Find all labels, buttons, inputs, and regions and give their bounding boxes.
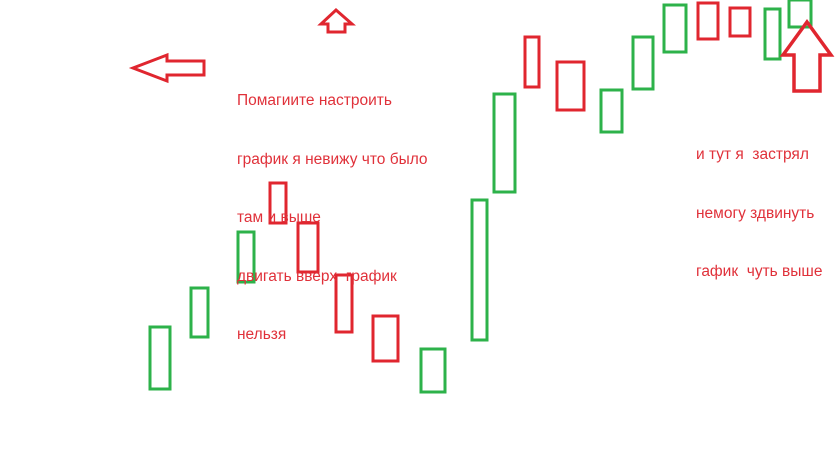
bearish-candle: [268, 181, 288, 225]
main-note-line: график я невижу что было: [237, 150, 428, 168]
bullish-candle: [787, 0, 813, 29]
main-note-line: двигать вверх график: [237, 267, 397, 285]
bullish-candle: [470, 198, 489, 342]
arrow-up-large-icon: [779, 19, 835, 93]
right-note-line: гафик чуть выше: [696, 263, 823, 280]
arrow-up-icon: [317, 7, 356, 34]
bearish-candle: [523, 35, 541, 89]
right-annotation: и тут я застрял немогу здвинуть гафик чу…: [696, 106, 822, 301]
bullish-candle: [631, 35, 655, 91]
bearish-candle: [371, 314, 400, 363]
main-note-line: там и выше: [237, 209, 321, 226]
bullish-candle: [492, 92, 517, 194]
bearish-candle: [555, 60, 586, 112]
bullish-candle: [599, 88, 624, 134]
bearish-candle: [728, 6, 752, 38]
main-note-line: Помагиите настроить: [237, 92, 392, 109]
bullish-candle: [148, 325, 172, 391]
main-note-line: нельзя: [237, 326, 287, 343]
bearish-candle: [334, 273, 354, 334]
bearish-candle: [696, 1, 720, 41]
main-annotation: Помагиите настроить график я невижу что …: [237, 52, 428, 364]
bullish-candle: [419, 347, 447, 394]
right-note-line: немогу здвинуть: [696, 204, 815, 222]
right-note-line: и тут я застрял: [696, 146, 809, 163]
arrow-left-icon: [128, 52, 206, 84]
bullish-candle: [236, 230, 256, 284]
bullish-candle: [189, 286, 210, 339]
bullish-candle: [662, 3, 688, 54]
bullish-candle: [763, 7, 782, 61]
bearish-candle: [296, 221, 320, 274]
